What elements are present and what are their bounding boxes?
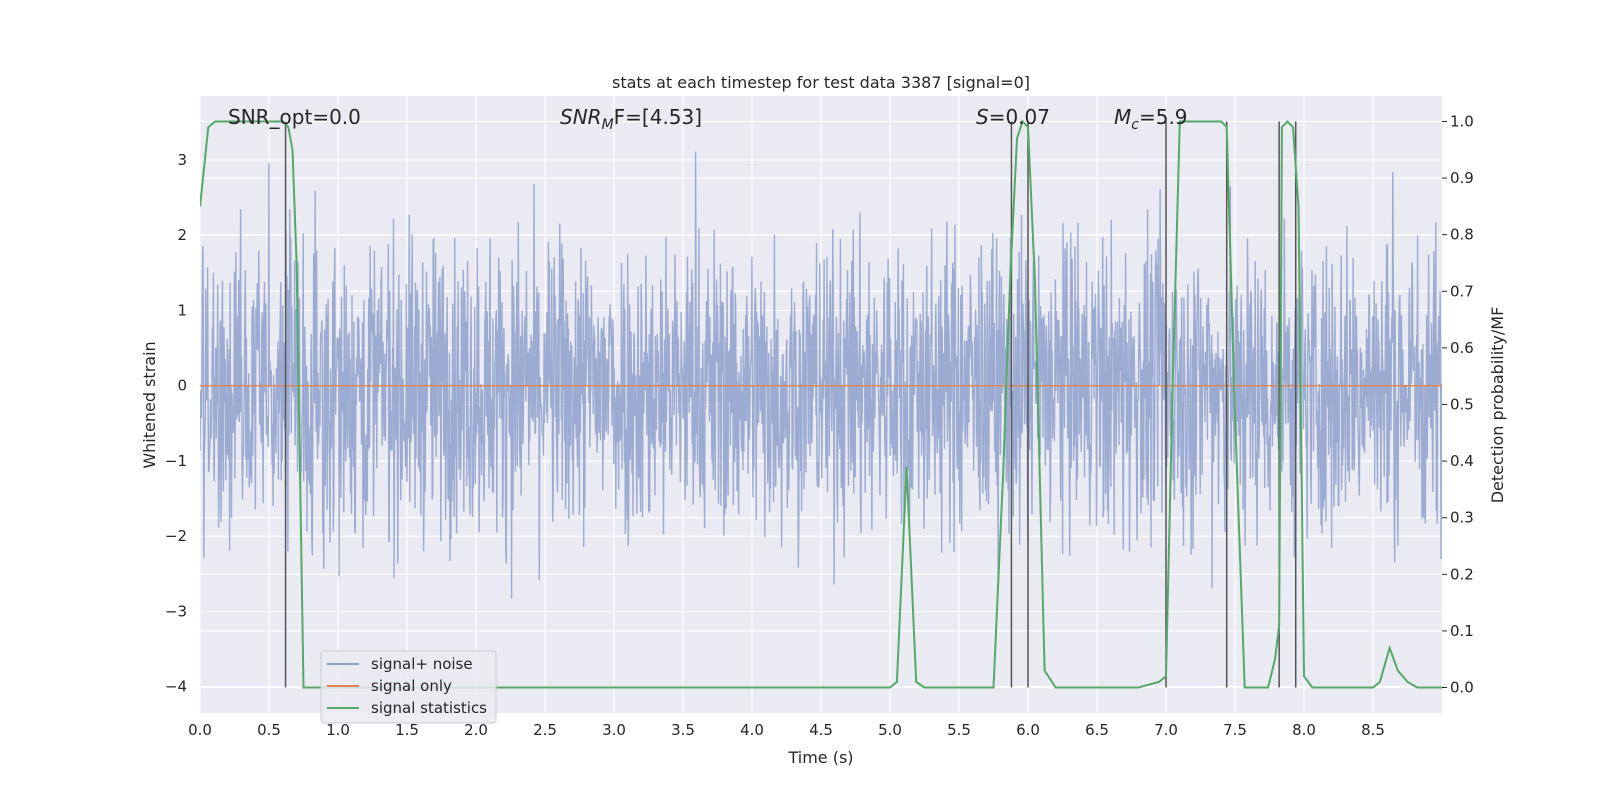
- y-axis-label: Whitened strain: [140, 341, 159, 468]
- x-tick-label: 0.0: [188, 721, 212, 739]
- y-tick-label: −1: [165, 452, 187, 470]
- y-tick-label: 1: [177, 301, 187, 319]
- y2-tick-label: 0.5: [1450, 396, 1474, 414]
- y2-tick-label: 0.1: [1450, 622, 1474, 640]
- annotation-mc: Mc=5.9: [1114, 105, 1188, 133]
- detection-markers: [284, 121, 1297, 688]
- x-tick-label: 7.5: [1223, 721, 1247, 739]
- y-tick-label: −2: [165, 527, 187, 545]
- annotation-snr-opt: SNR_opt=0.0: [228, 105, 361, 129]
- x-tick-label: 6.5: [1085, 721, 1109, 739]
- chart-title: stats at each timestep for test data 338…: [612, 73, 1030, 92]
- axis-ticks: 0.0 0.5 1.0 1.5 2.0 2.5 3.0 3.5 4.0 4.5 5.0 5.5 6.0 6…: [165, 112, 1474, 739]
- x-tick-label: 8.5: [1361, 721, 1385, 739]
- x-tick-label: 5.5: [947, 721, 971, 739]
- x-tick-label: 3.0: [602, 721, 626, 739]
- legend-label-stats: signal statistics: [371, 699, 487, 717]
- series-signal-statistics: [200, 119, 1442, 689]
- annotation-s: S=0.07: [976, 105, 1050, 129]
- x-tick-label: 6.0: [1016, 721, 1040, 739]
- y-tick-label: 2: [177, 226, 187, 244]
- y2-tick-label: 0.6: [1450, 339, 1474, 357]
- x-tick-label: 8.0: [1292, 721, 1316, 739]
- y-tick-label: 3: [177, 151, 187, 169]
- x-tick-label: 2.5: [533, 721, 557, 739]
- y2-tick-label: 0.0: [1450, 679, 1474, 697]
- x-axis-label: Time (s): [787, 748, 853, 767]
- y2-axis-label: Detection probability/MF: [1488, 307, 1507, 504]
- x-tick-label: 3.5: [671, 721, 695, 739]
- x-tick-label: 1.0: [326, 721, 350, 739]
- y-tick-label: −3: [165, 602, 187, 620]
- x-tick-label: 5.0: [878, 721, 902, 739]
- y2-tick-label: 0.3: [1450, 509, 1474, 527]
- x-tick-label: 2.0: [464, 721, 488, 739]
- series-signal-noise: [200, 151, 1442, 599]
- legend: signal+ noise signal only signal statist…: [320, 650, 497, 724]
- x-tick-label: 1.5: [395, 721, 419, 739]
- x-tick-label: 7.0: [1154, 721, 1178, 739]
- y2-tick-label: 0.9: [1450, 169, 1474, 187]
- y-tick-label: −4: [165, 678, 187, 696]
- legend-box: [320, 650, 497, 724]
- y2-tick-label: 0.7: [1450, 282, 1474, 300]
- legend-label-noise: signal+ noise: [371, 655, 473, 673]
- x-tick-label: 0.5: [257, 721, 281, 739]
- y2-tick-label: 1.0: [1450, 112, 1474, 130]
- y2-tick-label: 0.4: [1450, 452, 1474, 470]
- annotation-snr-mf: SNRMF=[4.53]: [560, 105, 702, 133]
- x-tick-label: 4.0: [740, 721, 764, 739]
- y2-tick-label: 0.2: [1450, 565, 1474, 583]
- y-tick-label: 0: [177, 377, 187, 395]
- legend-label-signal: signal only: [371, 677, 452, 695]
- x-tick-label: 4.5: [809, 721, 833, 739]
- y2-tick-label: 0.8: [1450, 226, 1474, 244]
